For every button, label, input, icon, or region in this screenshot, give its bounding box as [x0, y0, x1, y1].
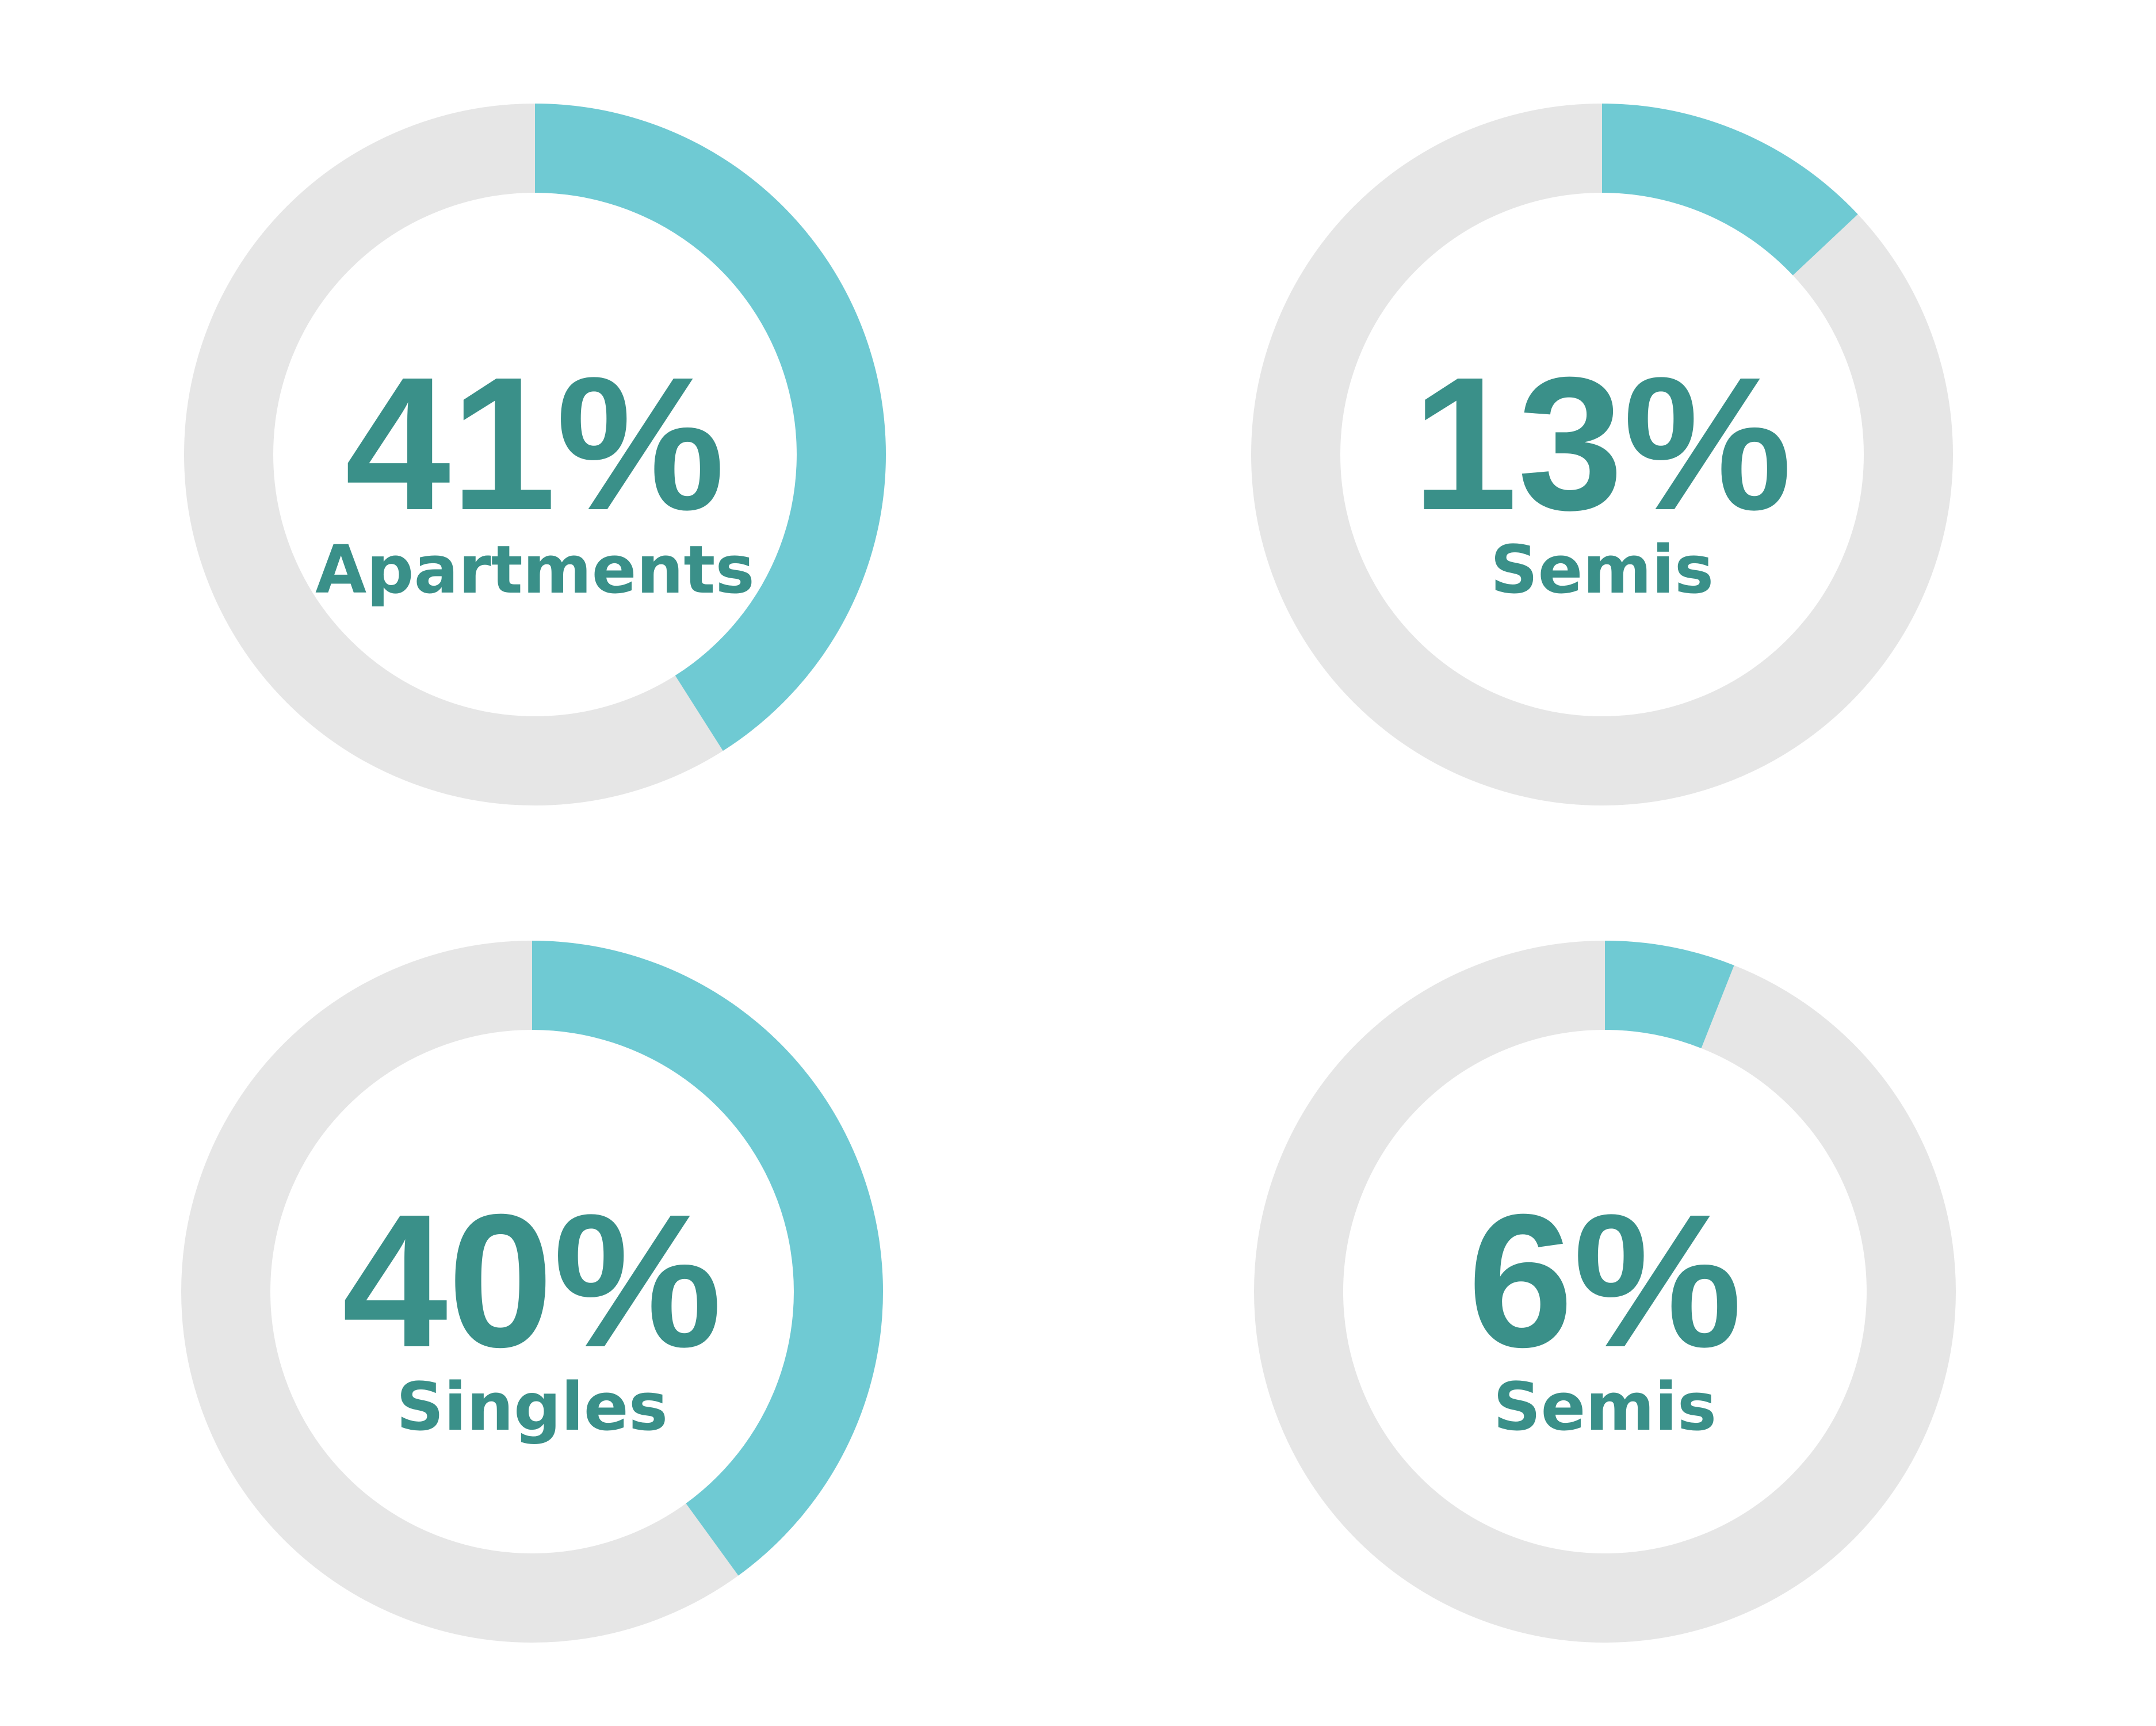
donut-chart-1: 41%Apartments: [184, 104, 886, 805]
donut-percent-label: 41%: [345, 337, 725, 549]
donut-category-label: Semis: [1493, 1369, 1717, 1446]
donut-value-arc: [1605, 941, 1734, 1048]
donut-chart-4: 6%Semis: [1254, 941, 1956, 1643]
donut-category-label: Semis: [1490, 532, 1714, 609]
donut-value-arc: [535, 104, 886, 751]
donut-category-label: Singles: [396, 1369, 668, 1446]
donut-percent-label: 13%: [1412, 337, 1792, 549]
donut-chart-3: 40%Singles: [181, 941, 884, 1643]
donut-percent-label: 6%: [1468, 1174, 1742, 1387]
donut-value-arc: [532, 941, 884, 1576]
donut-percent-label: 40%: [342, 1174, 722, 1387]
donut-category-label: Apartments: [315, 532, 755, 609]
donut-value-arc: [1602, 104, 1858, 276]
donut-chart-2: 13%Semis: [1251, 104, 1953, 805]
